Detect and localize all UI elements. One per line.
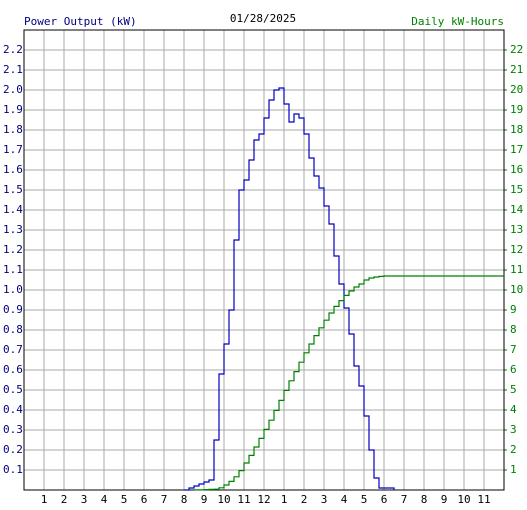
y2-tick-label: 18	[510, 123, 523, 136]
y-tick-label: 2.2	[3, 43, 23, 56]
y-tick-label: 2.0	[3, 83, 23, 96]
x-tick-label: 6	[381, 493, 388, 506]
y2-tick-label: 9	[510, 303, 517, 316]
chart-title: 01/28/2025	[230, 12, 296, 25]
y-tick-label: 1.0	[3, 283, 23, 296]
x-tick-label: 1	[41, 493, 48, 506]
y-tick-label: 0.7	[3, 343, 23, 356]
y2-tick-label: 7	[510, 343, 517, 356]
y2-tick-label: 21	[510, 63, 523, 76]
x-tick-label: 4	[341, 493, 348, 506]
y-tick-label: 0.2	[3, 443, 23, 456]
x-tick-label: 5	[361, 493, 368, 506]
series-line	[194, 275, 504, 491]
y2-tick-label: 11	[510, 263, 523, 276]
y-tick-label: 2.1	[3, 63, 23, 76]
plot-frame	[23, 29, 505, 491]
x-tick-label: 2	[301, 493, 308, 506]
y-tick-label: 1.6	[3, 163, 23, 176]
x-tick-label: 2	[61, 493, 68, 506]
x-tick-label: 7	[401, 493, 408, 506]
y2-tick-label: 13	[510, 223, 523, 236]
x-tick-label: 8	[181, 493, 188, 506]
y2-axis-title: Daily kW-Hours	[411, 15, 504, 28]
x-tick-label: 9	[201, 493, 208, 506]
y2-tick-label: 4	[510, 403, 517, 416]
y-tick-label: 0.9	[3, 303, 23, 316]
y-tick-label: 1.7	[3, 143, 23, 156]
y2-tick-label: 12	[510, 243, 523, 256]
y2-tick-label: 10	[510, 283, 523, 296]
y-tick-label: 1.3	[3, 223, 23, 236]
y2-tick-label: 2	[510, 443, 517, 456]
y-tick-label: 0.1	[3, 463, 23, 476]
y-tick-label: 1.4	[3, 203, 23, 216]
x-tick-label: 6	[141, 493, 148, 506]
y-tick-label: 1.2	[3, 243, 23, 256]
x-tick-label: 3	[81, 493, 88, 506]
y2-tick-label: 15	[510, 183, 523, 196]
y2-tick-label: 5	[510, 383, 517, 396]
x-tick-label: 12	[257, 493, 270, 506]
y2-tick-label: 16	[510, 163, 523, 176]
x-tick-label: 4	[101, 493, 108, 506]
y-axis-title: Power Output (kW)	[24, 15, 137, 28]
y2-tick-label: 3	[510, 423, 517, 436]
y-tick-label: 1.8	[3, 123, 23, 136]
y2-tick-label: 17	[510, 143, 523, 156]
x-tick-label: 1	[281, 493, 288, 506]
y2-tick-label: 22	[510, 43, 523, 56]
x-tick-label: 7	[161, 493, 168, 506]
y-tick-label: 0.3	[3, 423, 23, 436]
x-tick-label: 10	[217, 493, 230, 506]
x-tick-label: 11	[237, 493, 250, 506]
x-tick-label: 3	[321, 493, 328, 506]
series-line	[184, 87, 395, 491]
x-tick-label: 5	[121, 493, 128, 506]
y2-tick-label: 1	[510, 463, 517, 476]
y-tick-label: 0.5	[3, 383, 23, 396]
y-tick-label: 1.1	[3, 263, 23, 276]
x-tick-label: 10	[457, 493, 470, 506]
x-tick-label: 11	[477, 493, 490, 506]
y-tick-label: 0.4	[3, 403, 23, 416]
y-tick-label: 1.5	[3, 183, 23, 196]
y-tick-label: 1.9	[3, 103, 23, 116]
y2-tick-label: 6	[510, 363, 517, 376]
y2-tick-label: 14	[510, 203, 524, 216]
y2-tick-label: 19	[510, 103, 523, 116]
y-tick-label: 0.6	[3, 363, 23, 376]
x-tick-label: 9	[441, 493, 448, 506]
y2-tick-label: 20	[510, 83, 523, 96]
y2-tick-label: 8	[510, 323, 517, 336]
y-tick-label: 0.8	[3, 323, 23, 336]
x-tick-label: 8	[421, 493, 428, 506]
